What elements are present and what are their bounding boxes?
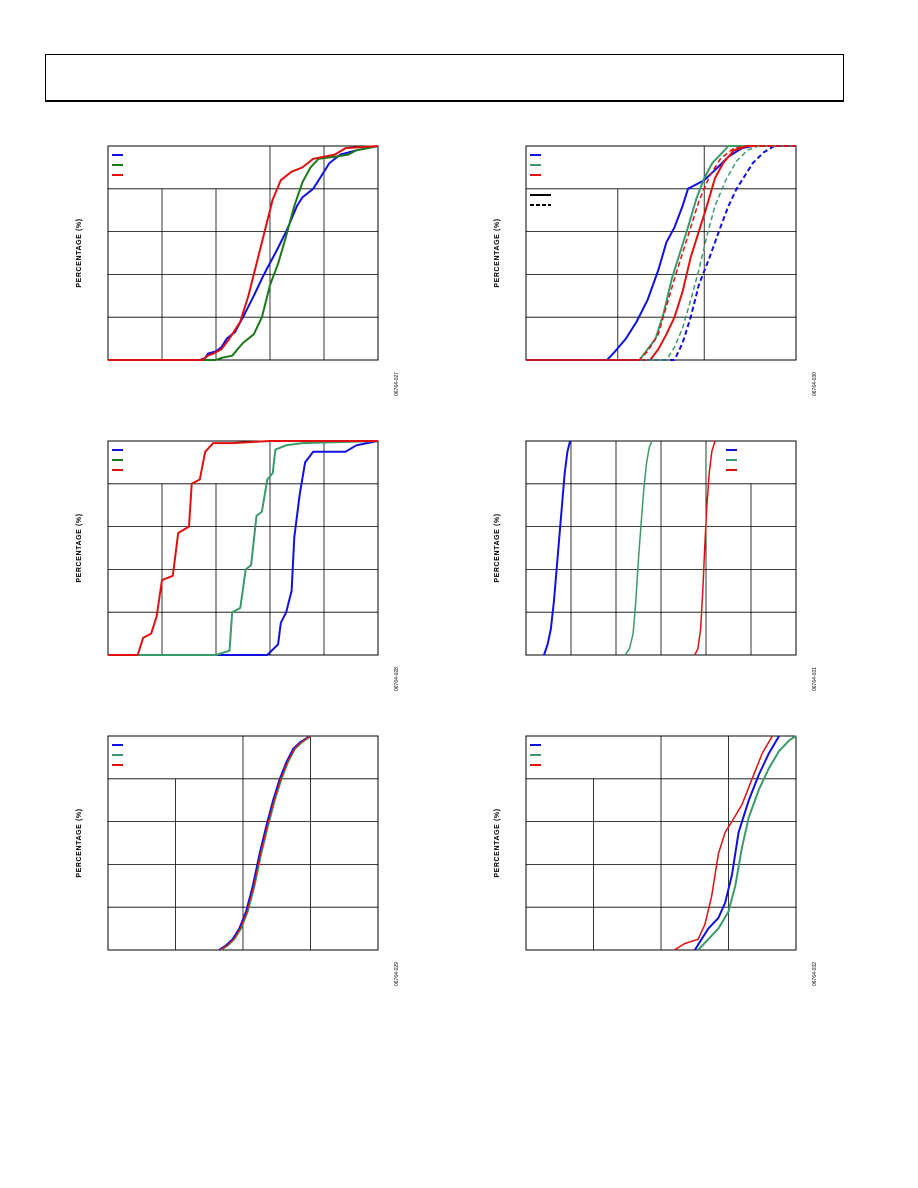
series-line-blue-dashed — [526, 145, 796, 361]
series-line-red — [526, 145, 796, 361]
page-header-box — [45, 54, 844, 102]
plot-frame — [525, 145, 797, 361]
figure-id: 06764-028 — [394, 667, 400, 691]
y-axis-label: PERCENTAGE (%) — [494, 218, 501, 287]
chart-fig-030: PERCENTAGE (%) 06764-030 — [488, 135, 818, 410]
series-line-red — [694, 440, 716, 656]
figure-id: 06764-031 — [812, 667, 818, 691]
series-line-blue — [693, 735, 780, 951]
chart-fig-029-svg: PERCENTAGE (%) 06764-029 — [76, 734, 400, 986]
series-line-red — [108, 440, 378, 656]
series-line-teal — [220, 735, 312, 951]
series-line-red — [219, 735, 311, 951]
series-line-teal — [108, 440, 379, 656]
figure-id: 06764-030 — [812, 372, 818, 396]
chart-fig-031: PERCENTAGE (%) 06764-031 — [488, 430, 818, 705]
chart-fig-028: PERCENTAGE (%) 06764-028 — [70, 430, 400, 705]
plot-frame — [107, 440, 379, 656]
chart-fig-032: PERCENTAGE (%) 06764-032 — [488, 725, 818, 1000]
series-line-blue — [526, 145, 796, 361]
y-axis-label: PERCENTAGE (%) — [76, 218, 83, 287]
series-line-green — [108, 145, 379, 361]
figure-id: 06764-027 — [394, 372, 400, 396]
chart-fig-030-svg: PERCENTAGE (%) 06764-030 — [494, 145, 818, 396]
series-line-blue — [543, 440, 572, 656]
chart-fig-029: PERCENTAGE (%) 06764-029 — [70, 725, 400, 1000]
chart-fig-027: PERCENTAGE (%) 06764-027 — [70, 135, 400, 410]
y-axis-label: PERCENTAGE (%) — [494, 513, 501, 582]
series-line-teal — [624, 440, 653, 656]
y-axis-label: PERCENTAGE (%) — [76, 513, 83, 582]
chart-fig-032-svg: PERCENTAGE (%) 06764-032 — [494, 735, 818, 986]
series-line-red — [674, 735, 774, 951]
series-line-teal — [526, 145, 796, 361]
figure-id: 06764-032 — [812, 962, 818, 986]
plot-frame — [107, 145, 379, 361]
series-line-red-dashed — [526, 145, 796, 361]
chart-fig-028-svg: PERCENTAGE (%) 06764-028 — [76, 440, 400, 691]
series-line-teal — [697, 735, 797, 951]
series-line-teal-dashed — [526, 145, 796, 361]
series-line-blue — [108, 440, 379, 656]
figure-id: 06764-029 — [394, 962, 400, 986]
y-axis-label: PERCENTAGE (%) — [494, 808, 501, 877]
series-line-red — [108, 145, 379, 361]
series-line-blue — [218, 734, 312, 952]
series-line-blue — [108, 145, 379, 361]
chart-fig-027-svg: PERCENTAGE (%) 06764-027 — [76, 145, 400, 396]
chart-fig-031-svg: PERCENTAGE (%) 06764-031 — [494, 440, 818, 691]
y-axis-label: PERCENTAGE (%) — [76, 808, 83, 877]
